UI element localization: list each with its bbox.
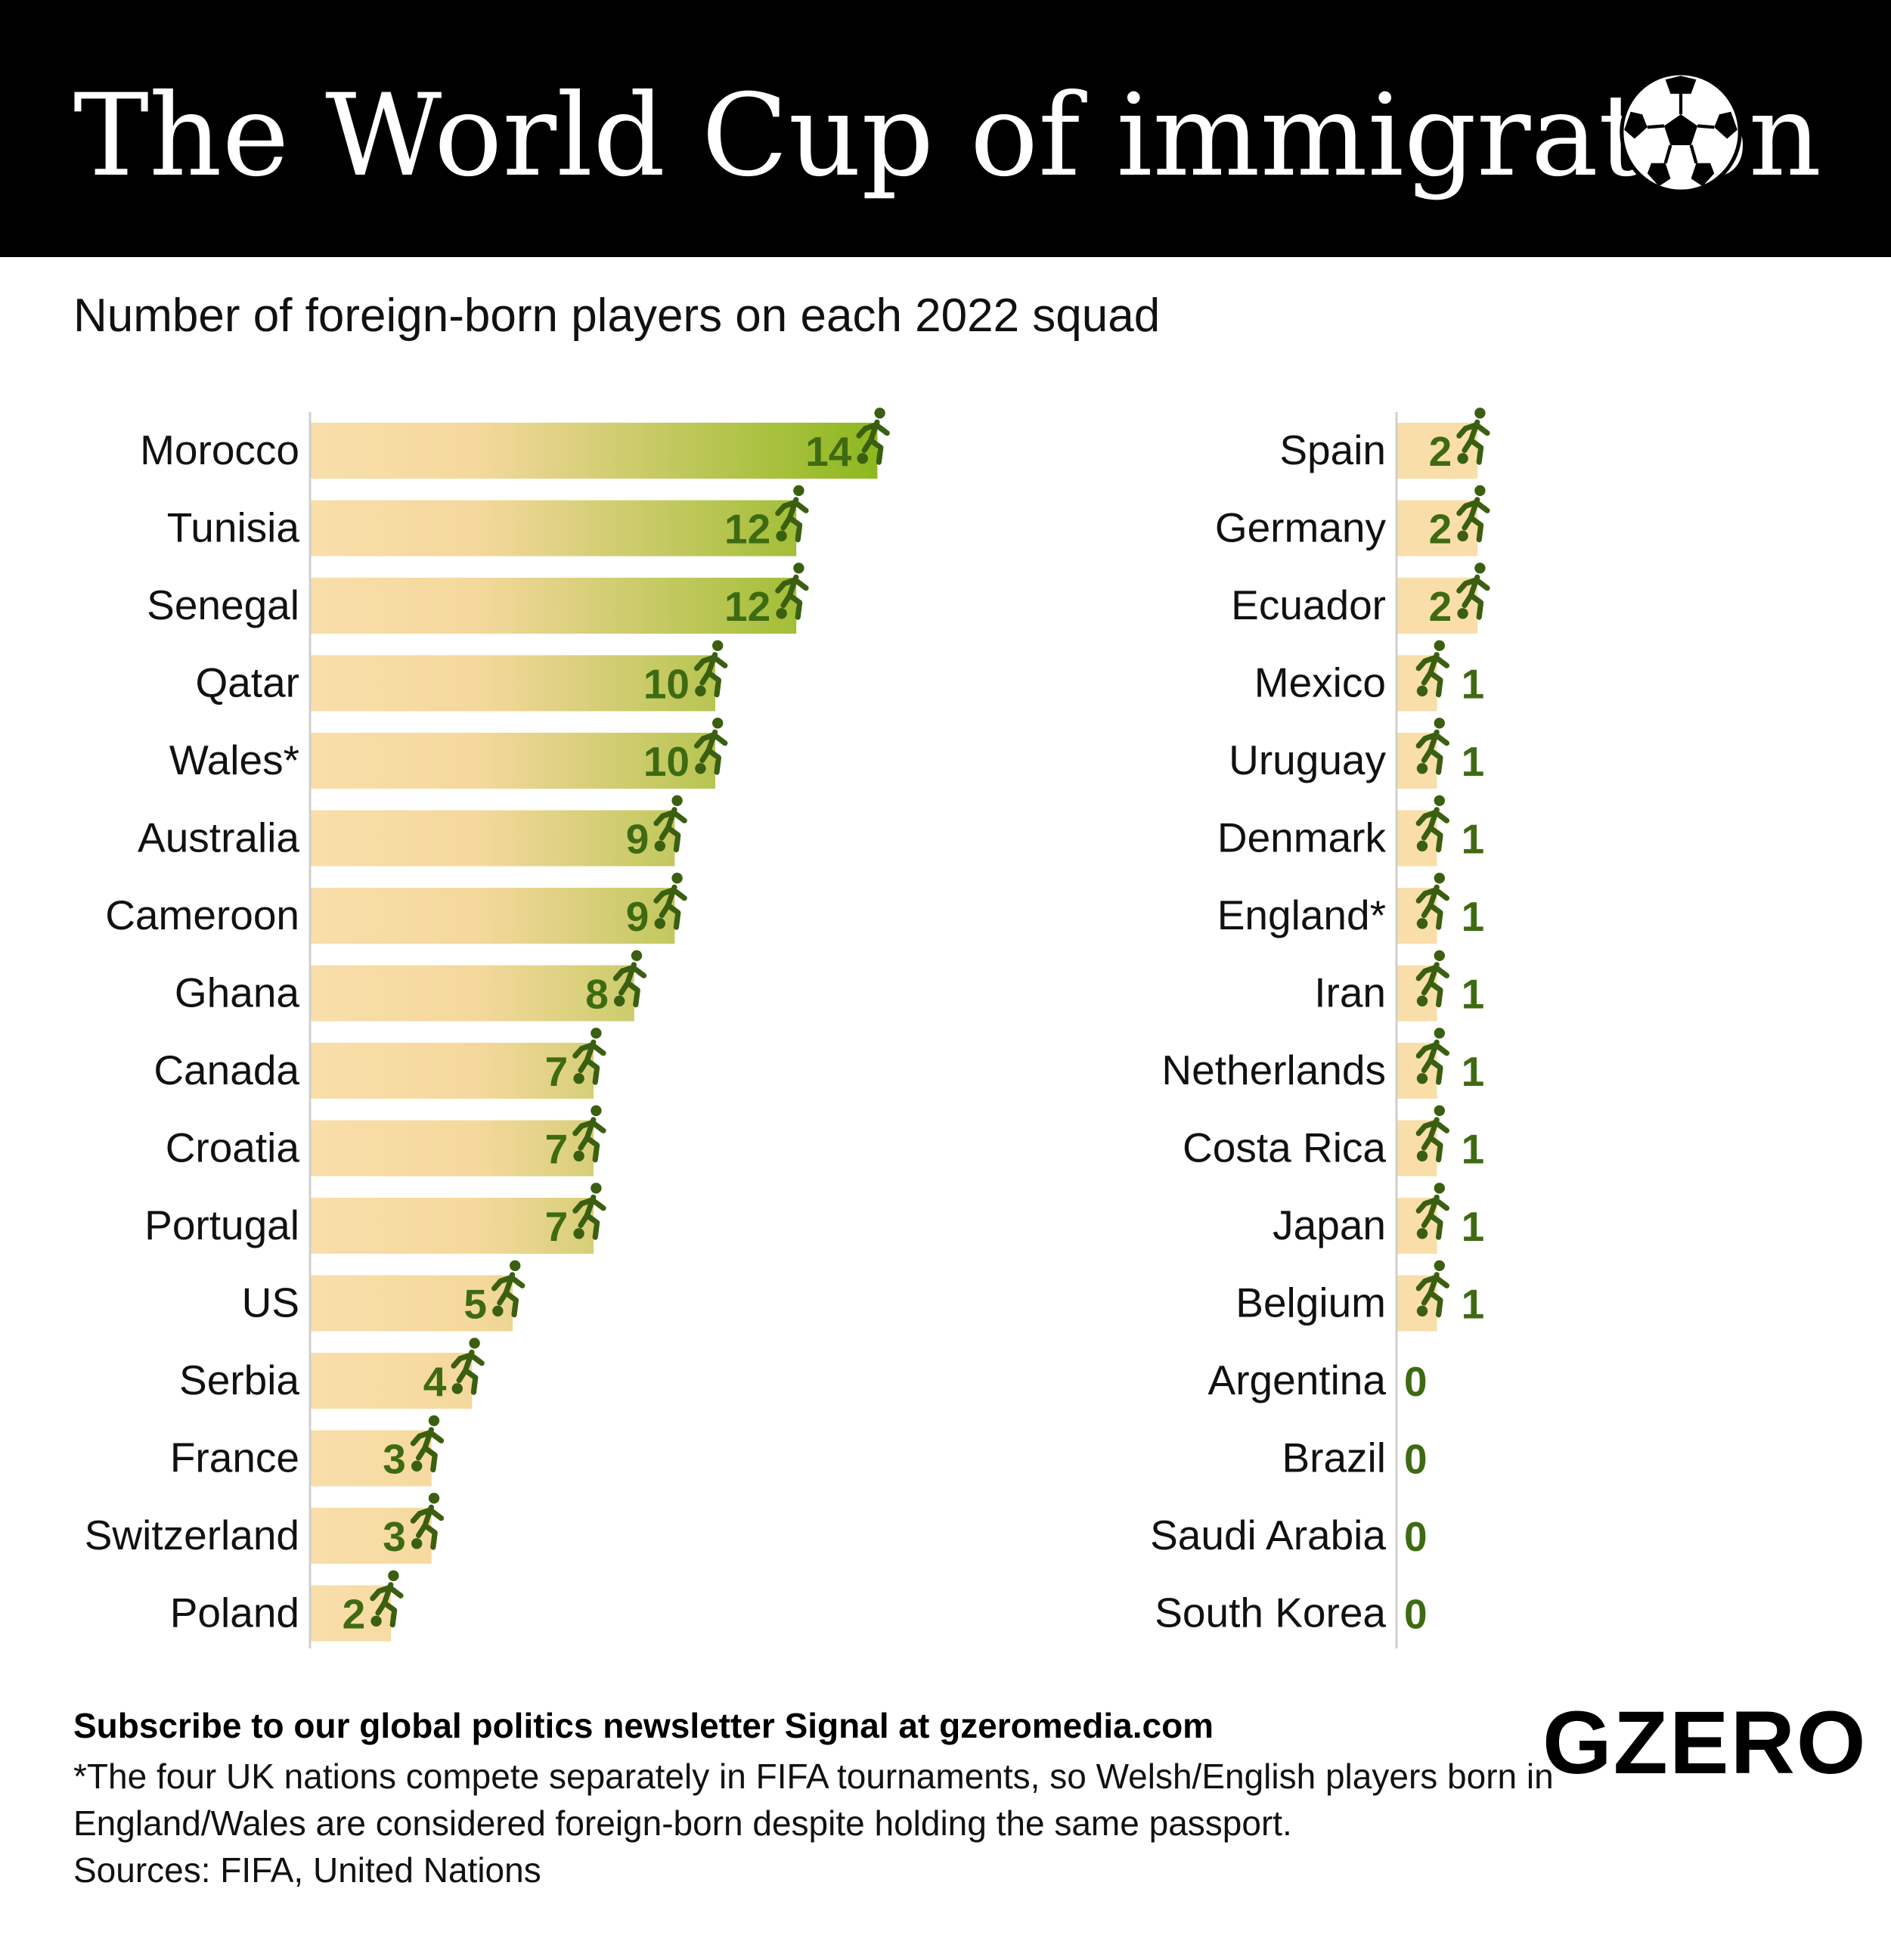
value-label: 1	[1462, 1203, 1485, 1250]
bar	[1397, 733, 1437, 789]
value-label: 1	[1462, 1281, 1485, 1328]
category-label: Netherlands	[1161, 1047, 1386, 1093]
value-label: 5	[463, 1281, 487, 1328]
category-label: Costa Rica	[1183, 1124, 1386, 1171]
value-label: 1	[1462, 971, 1485, 1018]
value-label: 3	[383, 1436, 406, 1483]
category-label: Wales*	[169, 737, 299, 783]
value-label: 10	[643, 661, 690, 708]
category-label: Spain	[1279, 426, 1386, 473]
bar	[310, 1275, 513, 1332]
category-label: Uruguay	[1229, 737, 1386, 783]
category-label: England*	[1217, 892, 1386, 938]
value-label: 8	[585, 971, 609, 1018]
value-label: 14	[805, 428, 852, 475]
category-label: Serbia	[179, 1357, 299, 1403]
category-label: Belgium	[1235, 1279, 1386, 1326]
value-label: 10	[643, 738, 690, 785]
category-label: Japan	[1273, 1202, 1386, 1248]
category-label: Ghana	[175, 969, 300, 1016]
category-label: US	[242, 1279, 299, 1326]
value-label: 0	[1404, 1591, 1428, 1638]
bar	[1397, 655, 1437, 712]
value-label: 1	[1462, 1048, 1485, 1095]
gzero-logo: GZERO	[1542, 1693, 1868, 1793]
bar	[1397, 1120, 1437, 1177]
bar	[310, 423, 878, 479]
bar	[310, 1198, 594, 1254]
category-label: Brazil	[1282, 1434, 1386, 1481]
category-label: Denmark	[1217, 814, 1387, 861]
value-label: 2	[1429, 583, 1452, 630]
value-label: 2	[343, 1591, 366, 1638]
category-label: Cameroon	[105, 892, 299, 938]
value-label: 7	[545, 1203, 569, 1250]
value-label: 7	[545, 1048, 569, 1095]
bar	[310, 810, 675, 867]
footnote: *The four UK nations compete separately …	[73, 1757, 1554, 1843]
soccer-ball-icon	[1620, 71, 1742, 194]
bar	[310, 578, 797, 634]
bar	[310, 1430, 432, 1487]
bar	[310, 965, 634, 1022]
category-label: Mexico	[1254, 659, 1386, 706]
value-label: 0	[1404, 1513, 1428, 1560]
category-label: Morocco	[140, 426, 299, 473]
value-label: 9	[626, 816, 649, 863]
sources-note: Sources: FIFA, United Nations	[73, 1850, 541, 1890]
bar	[1397, 1043, 1437, 1099]
value-label: 2	[1429, 428, 1452, 475]
bar	[310, 655, 715, 712]
bar	[1397, 1198, 1437, 1254]
bar	[310, 1043, 594, 1099]
category-label: Germany	[1215, 504, 1387, 551]
value-label: 4	[423, 1358, 447, 1405]
value-label: 0	[1404, 1358, 1428, 1405]
value-label: 12	[724, 506, 770, 553]
bar	[1397, 1275, 1437, 1332]
category-label: Canada	[153, 1047, 299, 1093]
bar	[310, 1353, 473, 1409]
bar	[1397, 965, 1437, 1022]
category-label: Switzerland	[85, 1512, 299, 1558]
value-label: 12	[724, 583, 770, 630]
value-label: 2	[1429, 506, 1452, 553]
category-label: France	[170, 1434, 299, 1481]
category-label: Iran	[1314, 969, 1386, 1016]
value-label: 1	[1462, 1126, 1485, 1173]
value-label: 9	[626, 893, 649, 940]
category-label: Portugal	[144, 1202, 299, 1248]
bar	[310, 1120, 594, 1177]
bar	[310, 888, 675, 944]
category-label: Ecuador	[1231, 581, 1386, 628]
value-label: 1	[1462, 893, 1485, 940]
category-label: Tunisia	[167, 504, 300, 551]
category-label: Senegal	[147, 581, 299, 628]
category-label: Saudi Arabia	[1150, 1512, 1386, 1558]
chart-subtitle: Number of foreign-born players on each 2…	[73, 290, 1161, 342]
bar	[1397, 810, 1437, 867]
category-label: Croatia	[166, 1124, 300, 1171]
category-label: Qatar	[195, 659, 299, 706]
value-label: 1	[1462, 816, 1485, 863]
category-label: Poland	[170, 1589, 299, 1636]
value-label: 1	[1462, 738, 1485, 785]
bar	[310, 500, 797, 557]
value-label: 1	[1462, 661, 1485, 708]
value-label: 7	[545, 1126, 569, 1173]
bar	[1397, 888, 1437, 944]
subscribe-note: Subscribe to our global politics newslet…	[73, 1706, 1214, 1745]
bar	[310, 1508, 432, 1564]
category-label: South Korea	[1155, 1589, 1386, 1636]
page-title: The World Cup of immigration	[73, 70, 1822, 202]
value-label: 0	[1404, 1436, 1428, 1483]
header-banner: The World Cup of immigration	[0, 0, 1891, 257]
category-label: Argentina	[1208, 1357, 1387, 1403]
value-label: 3	[383, 1513, 406, 1560]
category-label: Australia	[138, 814, 299, 861]
bar	[310, 733, 715, 789]
